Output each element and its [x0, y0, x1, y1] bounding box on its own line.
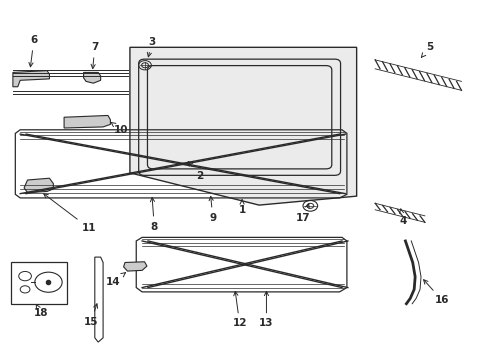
Text: 6: 6: [29, 35, 38, 67]
Text: 15: 15: [83, 304, 98, 327]
Polygon shape: [130, 47, 356, 205]
Text: 1: 1: [238, 200, 245, 216]
Text: 12: 12: [232, 291, 246, 328]
Text: 4: 4: [399, 209, 406, 226]
Text: 10: 10: [111, 122, 128, 135]
Polygon shape: [83, 72, 101, 83]
Text: 7: 7: [91, 42, 98, 68]
Polygon shape: [64, 116, 110, 128]
Text: 13: 13: [259, 292, 273, 328]
Text: 14: 14: [105, 273, 125, 287]
Polygon shape: [13, 71, 49, 87]
Text: 17: 17: [295, 204, 310, 222]
Polygon shape: [24, 178, 53, 193]
Text: 16: 16: [423, 280, 448, 305]
Polygon shape: [123, 262, 147, 271]
Text: 3: 3: [147, 37, 155, 57]
Text: 18: 18: [33, 305, 48, 318]
Text: 8: 8: [150, 198, 158, 231]
Text: 9: 9: [209, 197, 216, 222]
Text: 11: 11: [43, 194, 97, 233]
Text: 2: 2: [188, 162, 203, 181]
Bar: [11, 262, 67, 304]
Text: 5: 5: [421, 42, 432, 57]
